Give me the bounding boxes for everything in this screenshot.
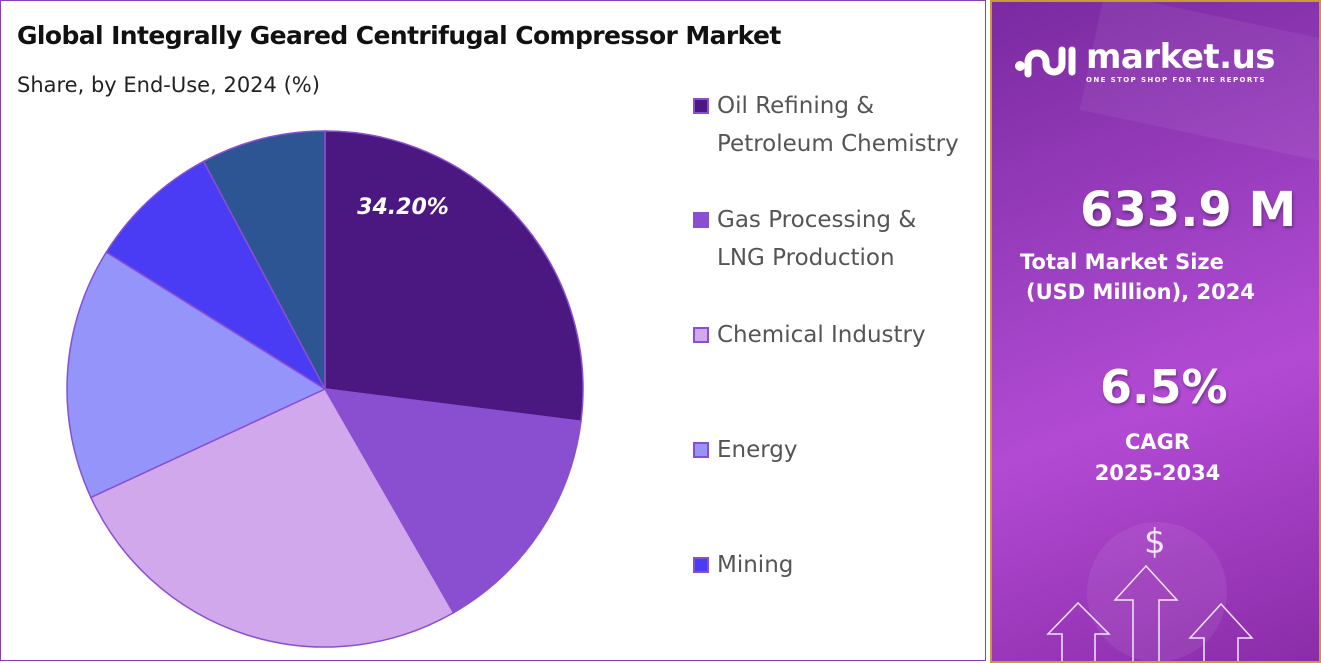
arrow-up-icons — [1046, 564, 1254, 661]
cagr-period: 2025-2034 — [1094, 461, 1221, 485]
pie-slice-unlabeled — [202, 130, 326, 390]
legend-item-energy: Energy — [693, 431, 967, 469]
market-size-value: 633.9 M — [1080, 182, 1297, 238]
brand-logo: market.us ONE STOP SHOP FOR THE REPORTS — [1014, 37, 1276, 84]
pie-slice-energy — [66, 251, 327, 499]
legend-swatch — [693, 442, 709, 458]
pie-slice-oil-refining-petroleum-chemistry — [324, 130, 584, 423]
pie-slice-mining — [105, 160, 327, 392]
pie-slice-gas-processing-lng-production — [323, 388, 582, 614]
legend-item-mining: Mining — [693, 546, 967, 584]
market-us-logo-icon — [1015, 46, 1076, 78]
brand-name: market.us — [1086, 37, 1276, 77]
legend-swatch — [693, 327, 709, 343]
legend-label: Energy — [717, 437, 798, 463]
background-decoration — [1046, 2, 1319, 661]
market-size-unit: (USD Million), 2024 — [1026, 280, 1255, 304]
summary-panel: $ market.us ONE STOP SHOP FOR THE REPORT… — [990, 0, 1321, 663]
pie-slice-chemical-industry — [89, 388, 455, 648]
legend-swatch — [693, 212, 709, 228]
legend-swatch — [693, 557, 709, 573]
chart-subtitle: Share, by End-Use, 2024 (%) — [17, 73, 320, 97]
legend-label: Mining — [717, 552, 794, 578]
legend-label: Oil Refining & Petroleum Chemistry — [717, 93, 959, 157]
data-label-oil-refining: 34.20% — [357, 195, 449, 220]
cagr-label: CAGR — [1124, 430, 1191, 454]
legend-label: Chemical Industry — [717, 322, 926, 348]
market-size-label: Total Market Size — [1020, 250, 1224, 274]
legend-label: Gas Processing & LNG Production — [717, 207, 917, 271]
legend-item-chemical: Chemical Industry — [693, 316, 967, 354]
cagr-value: 6.5% — [1100, 360, 1228, 414]
brand-tagline: ONE STOP SHOP FOR THE REPORTS — [1086, 76, 1266, 84]
pie-chart: 34.20% — [66, 130, 584, 648]
legend-item-gas-processing: Gas Processing & LNG Production — [693, 201, 967, 277]
legend-swatch — [693, 98, 709, 114]
dollar-icon: $ — [1144, 522, 1166, 562]
chart-title: Global Integrally Geared Centrifugal Com… — [17, 21, 781, 50]
legend-item-oil-refining: Oil Refining & Petroleum Chemistry — [693, 87, 967, 163]
chart-panel: Global Integrally Geared Centrifugal Com… — [0, 0, 986, 661]
